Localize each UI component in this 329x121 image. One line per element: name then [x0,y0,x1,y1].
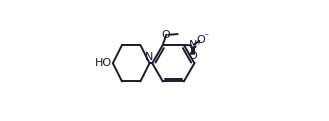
Text: N: N [189,40,197,50]
Text: N: N [145,52,154,62]
Text: +: + [195,40,201,46]
Text: O: O [189,51,197,61]
Text: HO: HO [95,58,112,68]
Text: ⁻: ⁻ [204,33,209,43]
Text: O: O [197,35,205,45]
Text: O: O [162,30,170,40]
